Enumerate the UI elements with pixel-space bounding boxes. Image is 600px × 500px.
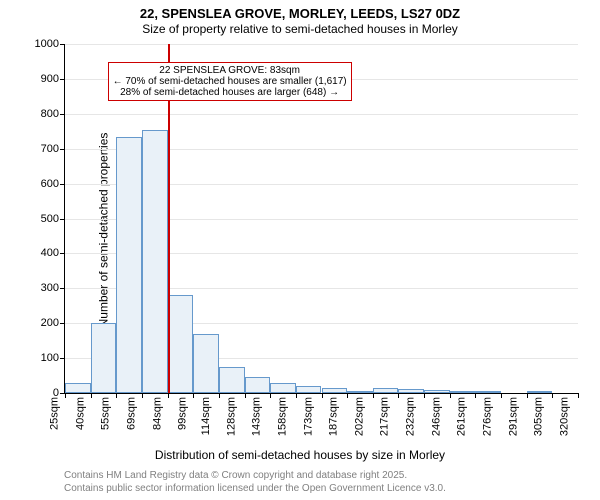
gridline [65,114,578,115]
y-tick-label: 1000 [35,38,59,50]
histogram-bar [424,390,450,393]
x-tick [501,393,502,398]
y-tick [60,253,65,254]
y-tick-label: 500 [41,213,59,225]
histogram-bar [65,383,91,393]
chart-title-line2: Size of property relative to semi-detach… [0,22,600,36]
annotation-line2: ← 70% of semi-detached houses are smalle… [113,76,347,87]
chart-container: 22, SPENSLEA GROVE, MORLEY, LEEDS, LS27 … [0,0,600,500]
x-tick-label: 291sqm [507,397,519,436]
y-tick [60,358,65,359]
plot-area: 0100200300400500600700800900100025sqm40s… [64,44,578,394]
x-tick [322,393,323,398]
histogram-bar [398,389,424,393]
x-tick-label: 217sqm [379,397,391,436]
x-tick [450,393,451,398]
x-tick-label: 143sqm [251,397,263,436]
x-tick-label: 69sqm [125,397,137,430]
histogram-bar [296,386,322,393]
x-tick-label: 246sqm [430,397,442,436]
x-tick [219,393,220,398]
x-tick [245,393,246,398]
caption-line1: Contains HM Land Registry data © Crown c… [64,470,407,481]
x-tick [424,393,425,398]
histogram-bar [322,388,348,393]
x-tick [398,393,399,398]
annotation-line3: 28% of semi-detached houses are larger (… [113,87,347,98]
x-tick-label: 40sqm [74,397,86,430]
histogram-bar [347,391,373,393]
x-tick [65,393,66,398]
histogram-bar [219,367,245,393]
x-tick-label: 276sqm [481,397,493,436]
y-tick-label: 200 [41,317,59,329]
x-tick-label: 55sqm [100,397,112,430]
y-tick-label: 700 [41,143,59,155]
x-tick-label: 320sqm [558,397,570,436]
histogram-bar [450,391,476,393]
histogram-bar [475,391,501,393]
histogram-bar [193,334,219,393]
x-tick [527,393,528,398]
gridline [65,44,578,45]
y-tick [60,323,65,324]
x-tick [193,393,194,398]
y-tick [60,44,65,45]
histogram-bar [270,383,296,393]
y-tick [60,288,65,289]
x-tick-label: 128sqm [225,397,237,436]
y-tick-label: 300 [41,282,59,294]
x-tick-label: 202sqm [353,397,365,436]
annotation-box: 22 SPENSLEA GROVE: 83sqm ← 70% of semi-d… [108,62,352,101]
histogram-bar [142,130,168,393]
y-tick [60,114,65,115]
y-tick-label: 100 [41,352,59,364]
x-tick [373,393,374,398]
x-tick [142,393,143,398]
y-tick [60,149,65,150]
x-tick-label: 158sqm [276,397,288,436]
y-tick [60,79,65,80]
x-tick-label: 187sqm [328,397,340,436]
x-tick-label: 305sqm [533,397,545,436]
x-tick [91,393,92,398]
y-tick [60,184,65,185]
caption-line2: Contains public sector information licen… [64,483,446,494]
y-tick [60,219,65,220]
x-tick [578,393,579,398]
x-tick-label: 99sqm [177,397,189,430]
histogram-bar [373,388,399,393]
y-tick-label: 900 [41,73,59,85]
y-tick-label: 800 [41,108,59,120]
histogram-bar [168,295,194,393]
x-tick [347,393,348,398]
x-tick [270,393,271,398]
x-axis-label: Distribution of semi-detached houses by … [0,448,600,462]
x-tick [296,393,297,398]
y-tick-label: 400 [41,247,59,259]
histogram-bar [527,391,553,393]
histogram-bar [245,377,271,393]
x-tick [116,393,117,398]
x-tick-label: 84sqm [151,397,163,430]
x-tick-label: 173sqm [302,397,314,436]
histogram-bar [91,323,117,393]
histogram-bar [116,137,142,394]
x-tick-label: 25sqm [48,397,60,430]
y-tick-label: 600 [41,178,59,190]
x-tick [475,393,476,398]
chart-title-line1: 22, SPENSLEA GROVE, MORLEY, LEEDS, LS27 … [0,6,600,21]
x-tick [168,393,169,398]
x-tick-label: 232sqm [405,397,417,436]
x-tick-label: 261sqm [456,397,468,436]
x-tick [552,393,553,398]
x-tick-label: 114sqm [200,397,212,435]
annotation-line1: 22 SPENSLEA GROVE: 83sqm [113,65,347,76]
